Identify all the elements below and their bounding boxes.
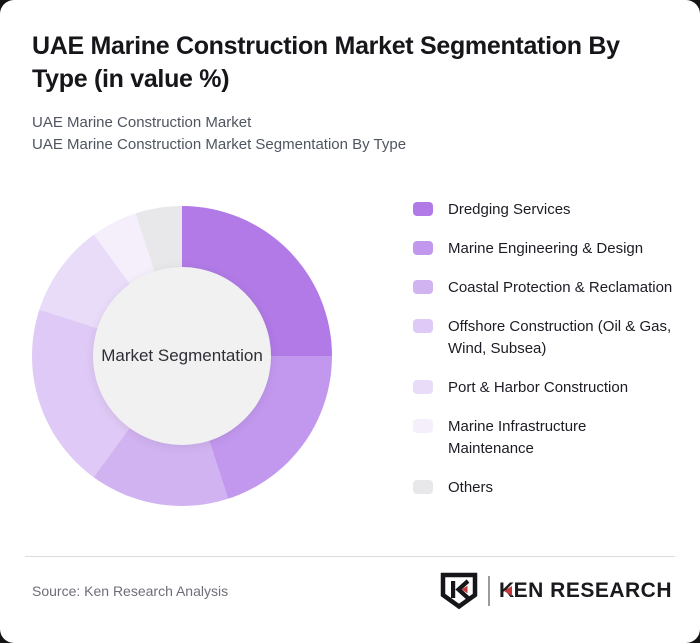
legend-item: Coastal Protection & Reclamation [413, 277, 676, 299]
legend-item: Offshore Construction (Oil & Gas, Wind, … [413, 316, 676, 360]
legend-swatch [413, 241, 433, 255]
ken-research-wordmark: K EN RESEARCH [499, 579, 672, 603]
page-title-line2: Type (in value %) [32, 65, 230, 93]
wordmark-rest: EN RESEARCH [513, 579, 672, 602]
legend-label: Offshore Construction (Oil & Gas, Wind, … [448, 318, 672, 357]
legend-item: Marine Engineering & Design [413, 238, 676, 260]
source-note: Source: Ken Research Analysis [32, 583, 229, 599]
ken-research-shield-icon [440, 572, 478, 610]
donut-chart-area: Market Segmentation [32, 206, 332, 506]
subtitle-line1: UAE Marine Construction Market [32, 114, 252, 131]
legend-label: Dredging Services [448, 201, 571, 218]
legend-item: Marine Infrastructure Maintenance [413, 416, 676, 460]
legend-swatch [413, 480, 433, 494]
header: UAE Marine Construction Market Segmentat… [32, 30, 672, 156]
legend-item: Dredging Services [413, 199, 676, 221]
red-arrow-icon [503, 586, 512, 596]
page-title-line1: UAE Marine Construction Market Segmentat… [32, 32, 620, 60]
legend-item: Others [413, 477, 676, 499]
legend-swatch [413, 419, 433, 433]
legend-label: Coastal Protection & Reclamation [448, 279, 673, 296]
legend-swatch [413, 280, 433, 294]
ken-research-logo: K EN RESEARCH [439, 572, 672, 610]
legend-label: Others [448, 479, 494, 496]
legend-swatch [413, 202, 433, 216]
footer-divider [25, 556, 675, 557]
page-subtitle: UAE Marine Construction Market UAE Marin… [32, 112, 672, 156]
legend-swatch [413, 319, 433, 333]
chart-legend: Dredging Services Marine Engineering & D… [413, 199, 676, 499]
donut-center-label: Market Segmentation [101, 346, 263, 365]
subtitle-line2: UAE Marine Construction Market Segmentat… [32, 136, 407, 153]
legend-swatch [413, 380, 433, 394]
legend-item: Port & Harbor Construction [413, 377, 676, 399]
donut-hole: Market Segmentation [93, 267, 271, 445]
legend-label: Marine Infrastructure Maintenance [448, 418, 587, 457]
legend-label: Port & Harbor Construction [448, 379, 629, 396]
footer: Source: Ken Research Analysis K EN RESEAR… [32, 568, 672, 614]
page-title: UAE Marine Construction Market Segmentat… [32, 30, 672, 96]
legend-label: Marine Engineering & Design [448, 240, 644, 257]
logo-separator [487, 576, 490, 606]
